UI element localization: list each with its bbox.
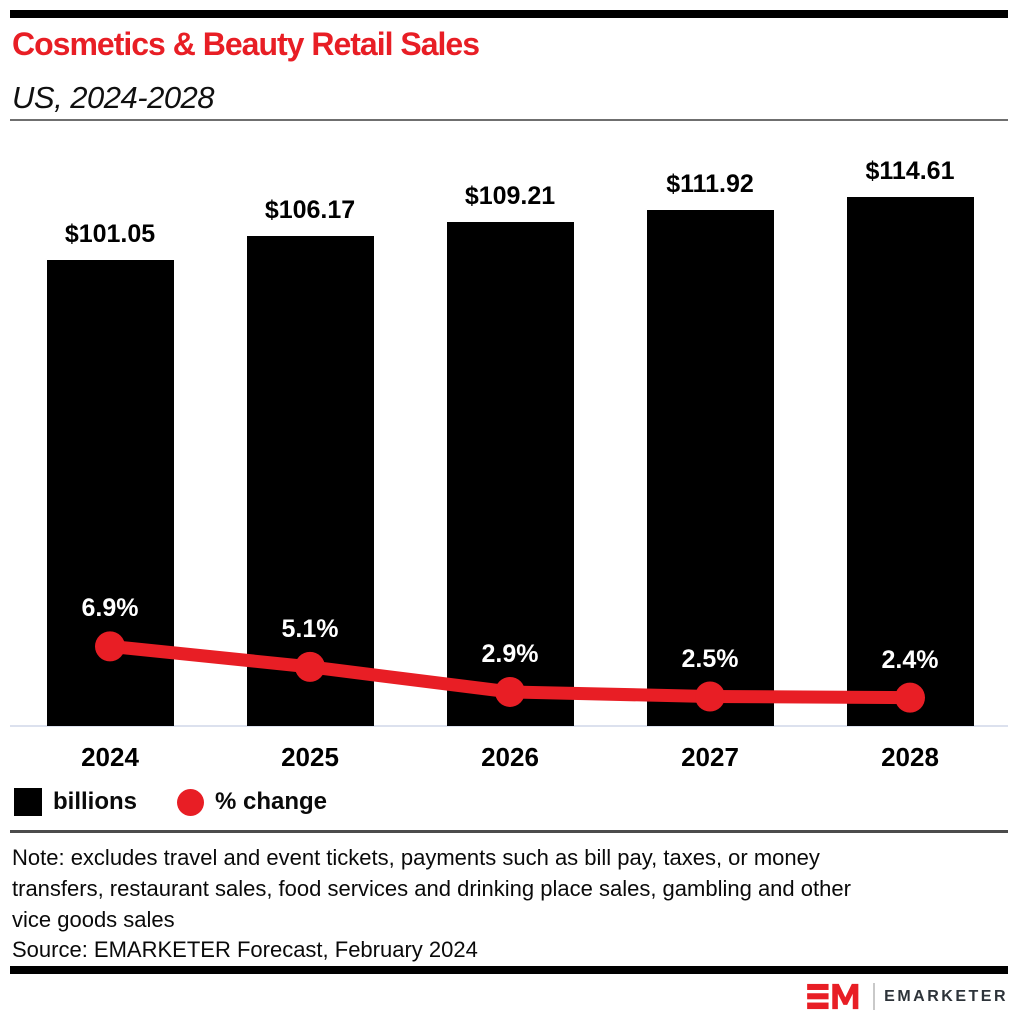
- bar: [46, 259, 174, 726]
- x-axis-label: 2026: [481, 742, 539, 772]
- bar: [846, 197, 974, 726]
- logo-divider: [873, 983, 876, 1010]
- source-text: Source: EMARKETER Forecast, February 202…: [12, 937, 478, 962]
- percent-change-label: 2.4%: [881, 645, 939, 674]
- bar-value-label: $111.92: [666, 169, 754, 198]
- bar-value-label: $106.17: [264, 196, 356, 225]
- emarketer-logo: EMARKETER: [807, 983, 1008, 1010]
- x-axis-label: 2024: [81, 742, 139, 772]
- percent-change-label: 5.1%: [281, 614, 339, 643]
- bottom-accent-bar: [10, 966, 1008, 974]
- footer-divider: [10, 830, 1008, 833]
- note-text: Note: excludes travel and event tickets,…: [12, 845, 851, 932]
- logo-wordmark: EMARKETER: [884, 988, 1008, 1005]
- bar-value-label: $109.21: [464, 182, 556, 211]
- percent-change-label: 2.9%: [481, 639, 539, 668]
- em-logo-icon: [807, 983, 859, 1010]
- chart-subtitle: US, 2024-2028: [12, 80, 215, 115]
- bar: [246, 236, 374, 726]
- chart-title: Cosmetics & Beauty Retail Sales: [12, 26, 480, 62]
- chart-legend: billions % change: [14, 787, 327, 817]
- percent-change-label: 2.5%: [681, 644, 739, 673]
- x-axis-label: 2025: [281, 742, 339, 772]
- header-divider: [10, 119, 1008, 121]
- billions-swatch-icon: [14, 788, 42, 816]
- x-axis-label: 2028: [881, 742, 939, 772]
- bar-value-label: $114.61: [865, 157, 955, 186]
- legend-label-percent-change: % change: [215, 788, 328, 815]
- legend-label-billions: billions: [53, 788, 137, 815]
- percent-change-swatch-icon: [177, 788, 204, 816]
- bar-value-label: $101.05: [64, 219, 156, 248]
- top-accent-bar: [10, 10, 1008, 18]
- x-axis-label: 2027: [681, 742, 739, 772]
- x-axis-baseline: [10, 725, 1008, 727]
- percent-change-label: 6.9%: [81, 594, 139, 623]
